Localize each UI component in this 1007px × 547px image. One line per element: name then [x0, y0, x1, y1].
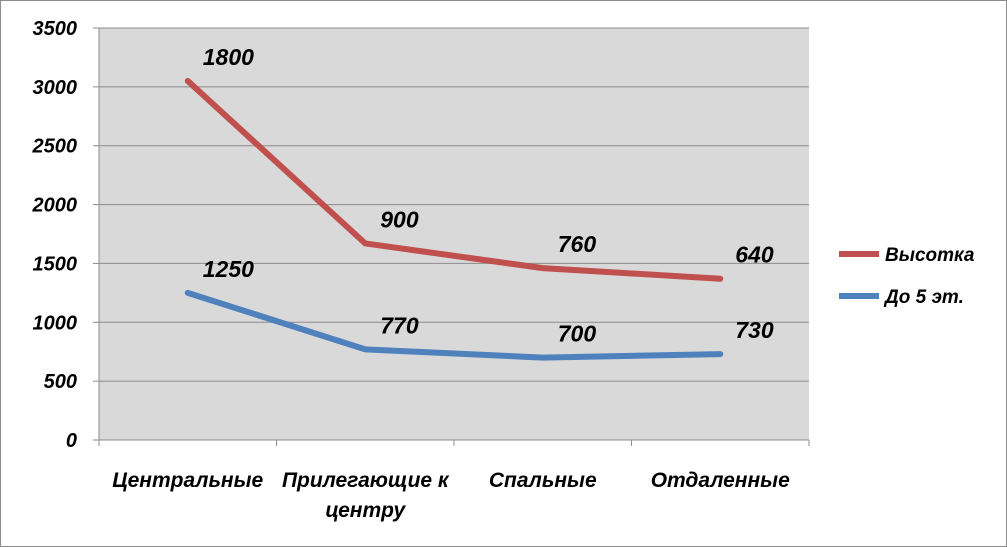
y-tick-label: 500 [44, 371, 77, 393]
axes [98, 28, 810, 446]
y-tick-label: 0 [66, 430, 77, 452]
series-line [184, 289, 724, 361]
x-category-label: Спальные [489, 469, 597, 492]
y-tick-label: 1000 [33, 312, 78, 334]
data-point [541, 356, 544, 359]
data-label: 700 [558, 321, 597, 347]
data-label: 1250 [203, 256, 254, 282]
data-label: 640 [735, 242, 774, 268]
data-label: 770 [380, 312, 419, 338]
x-category-label: центру [325, 499, 406, 522]
data-point [719, 353, 722, 356]
x-axis-category-labels: Центральные Прилегающие к центру Спальные От… [112, 469, 790, 522]
gridlines [93, 27, 809, 441]
x-category-label: Отдаленные [651, 469, 790, 492]
y-tick-label: 3000 [33, 77, 78, 99]
data-point [186, 79, 189, 82]
data-label: 760 [558, 231, 597, 257]
legend: Высотка До 5 эт. [839, 245, 975, 308]
y-tick-label: 1500 [33, 253, 78, 275]
data-label: 730 [735, 317, 774, 343]
data-point [364, 348, 367, 351]
y-tick-label: 3500 [33, 18, 78, 40]
data-point [719, 277, 722, 280]
y-tick-label: 2000 [32, 195, 78, 217]
series-line [184, 77, 724, 282]
data-label: 900 [380, 206, 419, 232]
y-axis-tick-labels: 0 500 1000 1500 2000 2500 3000 3500 [32, 18, 78, 452]
data-point [186, 291, 189, 294]
data-point [364, 242, 367, 245]
x-category-label: Центральные [112, 469, 263, 492]
series-lines [184, 77, 724, 361]
plot-area [99, 28, 809, 440]
data-labels: 1800 900 760 640 1250 770 700 730 [203, 44, 774, 347]
x-category-label: Прилегающие к [282, 469, 450, 492]
data-point [541, 267, 544, 270]
legend-label: Высотка [885, 245, 975, 266]
legend-label: До 5 эт. [883, 287, 964, 308]
y-tick-label: 2500 [32, 136, 78, 158]
data-label: 1800 [203, 44, 254, 70]
